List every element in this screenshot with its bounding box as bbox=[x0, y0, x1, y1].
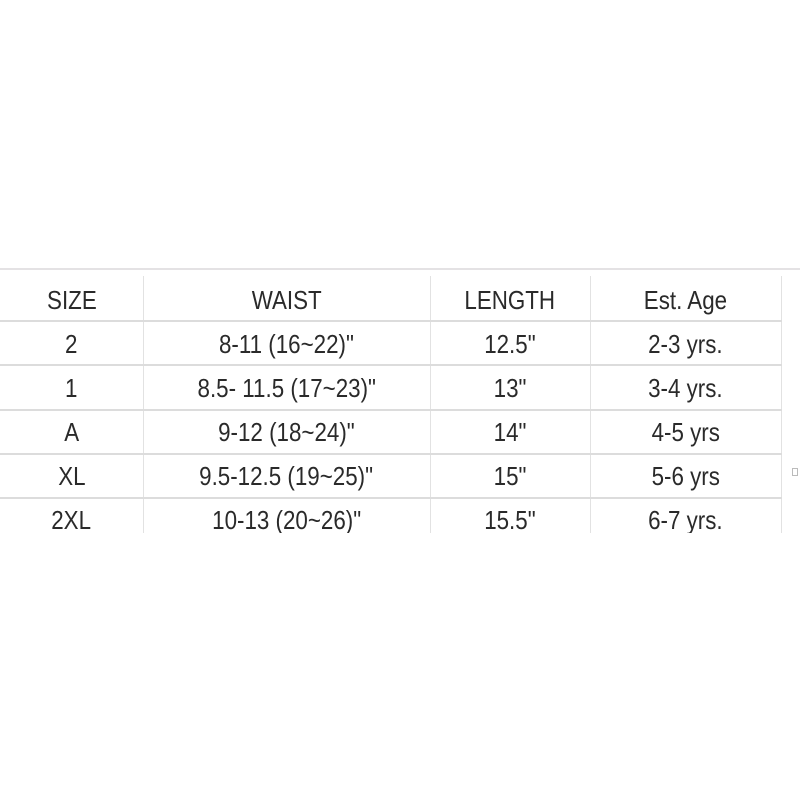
column-divider bbox=[143, 276, 144, 533]
size-chart-table: SIZE WAIST LENGTH Est. Age 2 8-11 (16~22)" 12.… bbox=[0, 268, 800, 533]
column-divider bbox=[430, 276, 431, 533]
cell-length-text: 13" bbox=[493, 373, 527, 403]
cell-size: XL bbox=[0, 454, 143, 498]
row-divider bbox=[0, 497, 782, 499]
cell-waist-text: 9-12 (18~24)" bbox=[218, 417, 355, 447]
edge-marker bbox=[792, 468, 798, 476]
cell-waist: 8.5- 11.5 (17~23)" bbox=[143, 366, 430, 410]
cell-length: 15" bbox=[430, 454, 590, 498]
cell-size-text: 2XL bbox=[51, 505, 92, 533]
cell-size-text: 2 bbox=[65, 329, 78, 359]
cell-length: 15.5" bbox=[430, 498, 590, 533]
cell-waist: 10-13 (20~26)" bbox=[143, 498, 430, 533]
cell-est-age-text: 2-3 yrs. bbox=[648, 329, 723, 359]
cell-est-age-text: 3-4 yrs. bbox=[648, 373, 723, 403]
header-waist-text: WAIST bbox=[251, 285, 322, 315]
cell-size-text: A bbox=[64, 417, 79, 447]
cell-size: 1 bbox=[0, 366, 143, 410]
cell-est-age: 3-4 yrs. bbox=[590, 366, 781, 410]
cell-size-text: 1 bbox=[65, 373, 78, 403]
row-divider bbox=[0, 364, 782, 366]
header-size: SIZE bbox=[0, 278, 143, 322]
row-divider bbox=[0, 453, 782, 455]
column-divider bbox=[590, 276, 591, 533]
header-length-text: LENGTH bbox=[464, 285, 556, 315]
column-divider bbox=[781, 276, 782, 533]
cell-length: 14" bbox=[430, 410, 590, 454]
cell-size-text: XL bbox=[57, 461, 86, 491]
cell-waist: 9-12 (18~24)" bbox=[143, 410, 430, 454]
cell-length-text: 14" bbox=[493, 417, 527, 447]
row-divider bbox=[0, 320, 782, 322]
row-divider bbox=[0, 409, 782, 411]
header-est-age-text: Est. Age bbox=[643, 285, 728, 315]
cell-waist: 8-11 (16~22)" bbox=[143, 322, 430, 366]
cell-waist: 9.5-12.5 (19~25)" bbox=[143, 454, 430, 498]
cell-est-age: 5-6 yrs bbox=[590, 454, 781, 498]
cell-length-text: 15.5" bbox=[484, 505, 536, 533]
cell-waist-text: 8-11 (16~22)" bbox=[219, 329, 354, 359]
cell-waist-text: 8.5- 11.5 (17~23)" bbox=[197, 373, 376, 403]
cell-length-text: 15" bbox=[493, 461, 527, 491]
cell-waist-text: 10-13 (20~26)" bbox=[211, 505, 362, 533]
header-est-age: Est. Age bbox=[590, 278, 781, 322]
cell-length: 12.5" bbox=[430, 322, 590, 366]
cell-waist-text: 9.5-12.5 (19~25)" bbox=[199, 461, 374, 491]
header-size-text: SIZE bbox=[46, 285, 97, 315]
header-waist: WAIST bbox=[143, 278, 430, 322]
cell-est-age: 6-7 yrs. bbox=[590, 498, 781, 533]
cell-est-age-text: 4-5 yrs bbox=[651, 417, 720, 447]
header-length: LENGTH bbox=[430, 278, 590, 322]
cell-est-age: 2-3 yrs. bbox=[590, 322, 781, 366]
cell-size: 2 bbox=[0, 322, 143, 366]
cell-length-text: 12.5" bbox=[484, 329, 536, 359]
cell-est-age-text: 5-6 yrs bbox=[651, 461, 720, 491]
cell-size: 2XL bbox=[0, 498, 143, 533]
cell-est-age-text: 6-7 yrs. bbox=[648, 505, 723, 533]
cell-size: A bbox=[0, 410, 143, 454]
cell-length: 13" bbox=[430, 366, 590, 410]
cell-est-age: 4-5 yrs bbox=[590, 410, 781, 454]
